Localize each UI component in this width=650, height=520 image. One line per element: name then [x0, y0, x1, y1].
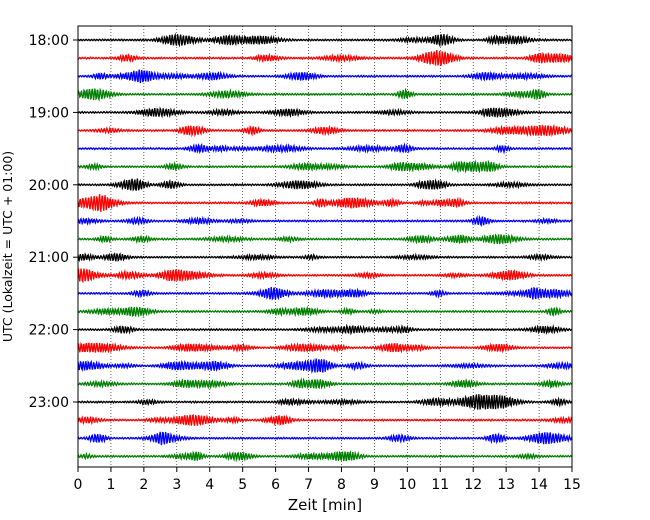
trace-row — [77, 252, 573, 263]
trace-row — [77, 32, 573, 48]
x-tick-label: 5 — [238, 477, 247, 493]
plot-frame — [77, 25, 573, 468]
trace-row — [77, 341, 573, 354]
trace-row — [77, 431, 573, 446]
trace-row — [77, 305, 573, 318]
y-tick-label: 20:00 — [29, 178, 69, 194]
trace-row — [77, 323, 573, 336]
x-tick-label: 1 — [106, 477, 115, 493]
x-tick-label: 14 — [530, 477, 548, 493]
y-axis-ticks: 18:00 19:00 20:00 21:00 22:00 23:00 — [29, 33, 78, 411]
y-tick-label: 19:00 — [29, 105, 69, 121]
y-tick-label: 18:00 — [29, 33, 69, 49]
trace-row — [77, 450, 573, 463]
trace-row — [77, 414, 573, 427]
x-tick-label: 9 — [370, 477, 379, 493]
x-axis-ticks: 0 1 2 3 4 5 6 7 8 9 10 11 12 13 14 15 — [74, 467, 581, 493]
trace-row — [77, 377, 573, 390]
trace-row — [77, 142, 573, 155]
trace-row — [77, 233, 572, 245]
x-tick-label: 15 — [563, 477, 581, 493]
trace-row — [77, 69, 573, 84]
y-tick-label: 22:00 — [29, 323, 69, 339]
trace-row — [77, 394, 573, 411]
y-tick-label: 21:00 — [29, 250, 69, 266]
x-tick-label: 13 — [497, 477, 515, 493]
trace-row — [77, 358, 572, 374]
x-tick-label: 12 — [464, 477, 482, 493]
trace-row — [77, 87, 573, 102]
trace-rows — [77, 32, 573, 463]
x-tick-label: 4 — [205, 477, 214, 493]
trace-row — [77, 106, 573, 119]
x-tick-label: 8 — [337, 477, 346, 493]
x-tick-label: 3 — [172, 477, 181, 493]
x-axis-label: Zeit [min] — [288, 496, 362, 514]
x-tick-label: 2 — [139, 477, 148, 493]
x-tick-label: 0 — [74, 477, 83, 493]
trace-row — [77, 178, 573, 192]
trace-row — [77, 214, 573, 228]
trace-row — [77, 268, 573, 284]
y-tick-label: 23:00 — [29, 395, 69, 411]
trace-row — [77, 159, 573, 174]
x-tick-label: 6 — [271, 477, 280, 493]
x-tick-label: 7 — [304, 477, 313, 493]
trace-row — [77, 286, 573, 301]
trace-row — [77, 123, 572, 138]
y-axis-label: UTC (Lokalzeit = UTC + 01:00) — [0, 151, 15, 342]
x-tick-label: 11 — [431, 477, 449, 493]
trace-row — [77, 194, 573, 212]
x-tick-label: 10 — [398, 477, 416, 493]
trace-row — [77, 50, 573, 66]
